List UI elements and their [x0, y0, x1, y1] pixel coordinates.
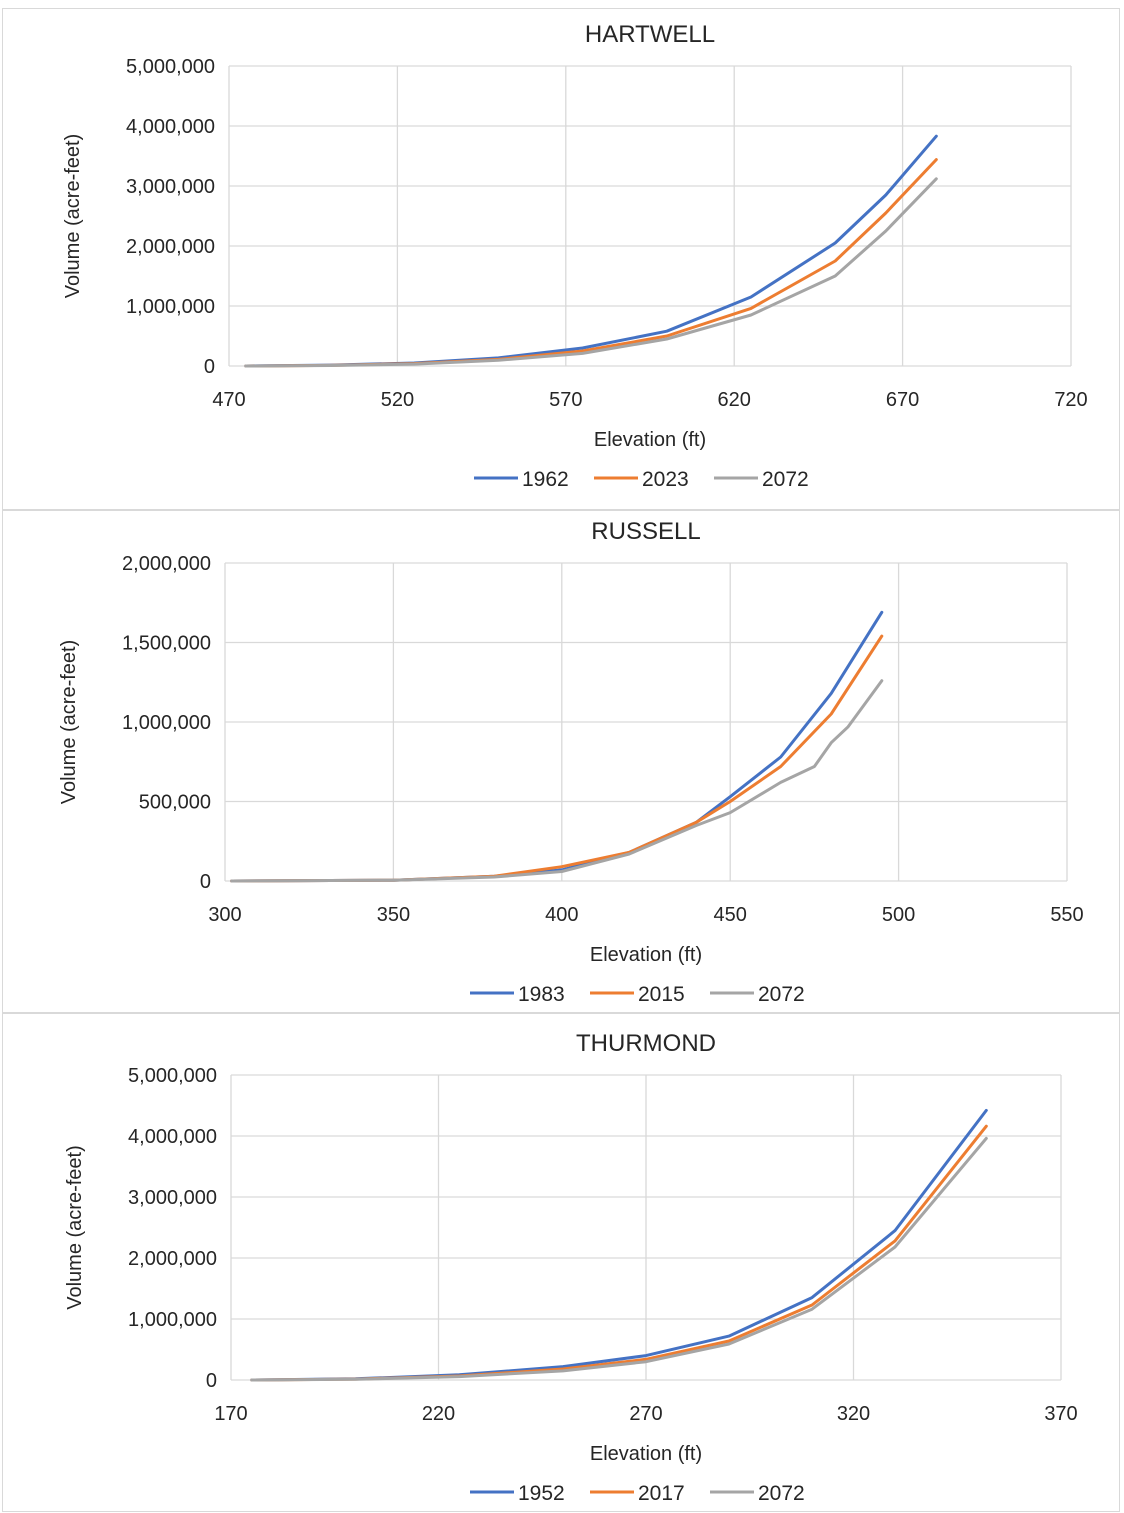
thurmond-x-tick-label: 220 [422, 1403, 455, 1425]
thurmond-y-tick-label: 1,000,000 [128, 1309, 217, 1331]
hartwell-y-tick-label: 4,000,000 [126, 116, 215, 138]
hartwell-x-tick-label: 670 [886, 389, 919, 411]
russell-chart-panel: RUSSELL 0 500,000 1,000,000 1,500,000 2,000,0… [2, 510, 1120, 1013]
thurmond-chart-title: THURMOND [576, 1030, 716, 1057]
russell-y-tick-label: 500,000 [139, 792, 211, 814]
thurmond-legend-label-2017: 2017 [638, 1482, 685, 1505]
russell-x-axis-title: Elevation (ft) [590, 944, 702, 966]
russell-legend-label-2015: 2015 [638, 983, 685, 1006]
hartwell-x-tick-label: 470 [212, 389, 245, 411]
russell-series-2072-line [230, 679, 884, 883]
russell-series-2015-line [230, 634, 884, 883]
hartwell-legend-label-1962: 1962 [522, 468, 569, 491]
thurmond-y-tick-label: 0 [206, 1370, 217, 1392]
thurmond-series-2072-line [250, 1136, 988, 1382]
hartwell-y-tick-label: 3,000,000 [126, 176, 215, 198]
russell-x-tick-label: 400 [545, 904, 578, 926]
russell-y-axis-title: Volume (acre-feet) [58, 640, 80, 805]
thurmond-series-1952-line [250, 1108, 988, 1382]
russell-legend-label-1983: 1983 [518, 983, 565, 1006]
hartwell-series-2023-line [244, 158, 938, 368]
thurmond-y-tick-label: 4,000,000 [128, 1126, 217, 1148]
hartwell-x-axis-title: Elevation (ft) [594, 429, 706, 451]
hartwell-y-tick-label: 5,000,000 [126, 56, 215, 78]
thurmond-legend-label-1952: 1952 [518, 1482, 565, 1505]
russell-y-tick-label: 2,000,000 [122, 553, 211, 575]
russell-legend-label-2072: 2072 [758, 983, 805, 1006]
russell-x-tick-label: 450 [714, 904, 747, 926]
russell-y-tick-label: 0 [200, 871, 211, 893]
hartwell-legend-label-2072: 2072 [762, 468, 809, 491]
thurmond-y-tick-label: 5,000,000 [128, 1065, 217, 1087]
thurmond-x-tick-label: 320 [837, 1403, 870, 1425]
thurmond-x-tick-label: 170 [214, 1403, 247, 1425]
thurmond-chart-panel: THURMOND 0 1,000,000 2,000,000 3,000,000 4,00… [2, 1013, 1120, 1512]
hartwell-chart: HARTWELL 0 1,000,000 2,000,000 3,000,000 4,00… [62, 21, 1088, 491]
thurmond-x-tick-label: 270 [629, 1403, 662, 1425]
hartwell-x-tick-label: 520 [381, 389, 414, 411]
russell-x-tick-label: 300 [208, 904, 241, 926]
hartwell-y-tick-label: 1,000,000 [126, 296, 215, 318]
hartwell-chart-title: HARTWELL [585, 21, 715, 48]
hartwell-series-2072-line [244, 177, 938, 368]
russell-x-tick-label: 500 [882, 904, 915, 926]
thurmond-series-2017-line [250, 1124, 988, 1382]
hartwell-chart-panel: HARTWELL 0 1,000,000 2,000,000 3,000,000 4,00… [2, 8, 1120, 510]
russell-series-1983-line [230, 610, 884, 883]
thurmond-y-axis-title: Volume (acre-feet) [64, 1145, 86, 1310]
hartwell-x-tick-label: 720 [1054, 389, 1087, 411]
hartwell-series-1962-line [244, 134, 938, 368]
russell-x-tick-label: 350 [377, 904, 410, 926]
hartwell-x-tick-label: 620 [718, 389, 751, 411]
hartwell-legend-label-2023: 2023 [642, 468, 689, 491]
russell-chart-title: RUSSELL [591, 518, 700, 545]
russell-x-tick-label: 550 [1050, 904, 1083, 926]
thurmond-y-tick-label: 3,000,000 [128, 1187, 217, 1209]
russell-y-tick-label: 1,500,000 [122, 633, 211, 655]
hartwell-y-tick-label: 0 [204, 356, 215, 378]
hartwell-x-tick-label: 570 [549, 389, 582, 411]
thurmond-y-tick-label: 2,000,000 [128, 1248, 217, 1270]
russell-y-tick-label: 1,000,000 [122, 712, 211, 734]
hartwell-y-tick-label: 2,000,000 [126, 236, 215, 258]
thurmond-x-tick-label: 370 [1044, 1403, 1077, 1425]
thurmond-x-axis-title: Elevation (ft) [590, 1443, 702, 1465]
russell-chart: RUSSELL 0 500,000 1,000,000 1,500,000 2,000,0… [58, 518, 1084, 1006]
thurmond-chart: THURMOND 0 1,000,000 2,000,000 3,000,000 4,00… [64, 1030, 1078, 1505]
thurmond-legend-label-2072: 2072 [758, 1482, 805, 1505]
hartwell-y-axis-title: Volume (acre-feet) [62, 134, 84, 299]
